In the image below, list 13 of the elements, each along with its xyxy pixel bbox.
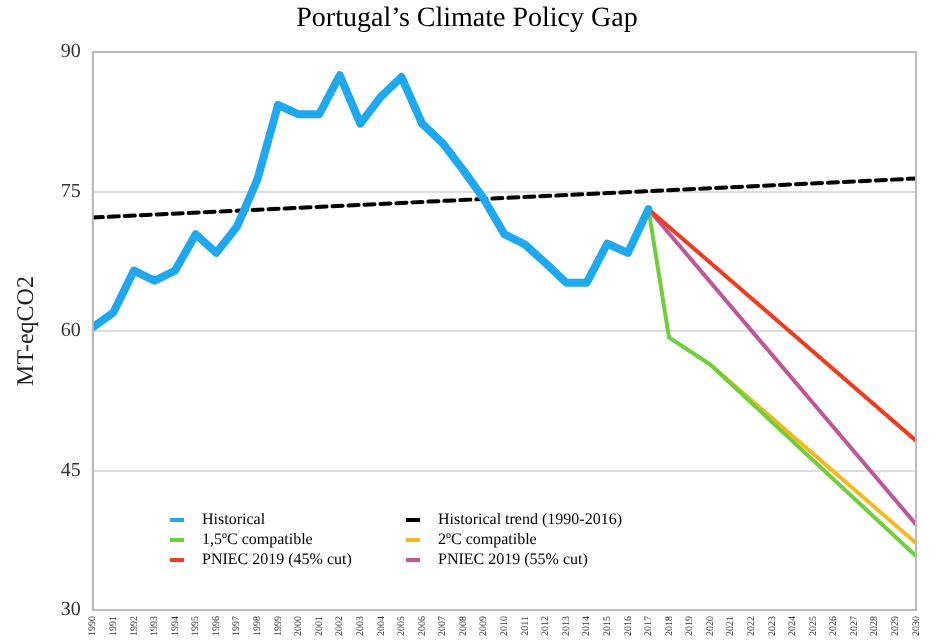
legend-label: 1,5ºC compatible — [202, 530, 313, 548]
y-tick-label: 75 — [60, 180, 81, 203]
legend-label: PNIEC 2019 (45% cut) — [202, 550, 352, 568]
y-tick-label: 45 — [60, 459, 81, 482]
legend-label: 2ºC compatible — [438, 530, 537, 548]
y-tick-label: 90 — [60, 41, 81, 64]
legend-label: PNIEC 2019 (55% cut) — [438, 550, 588, 568]
y-axis-title: MT-eqCO2 — [10, 276, 39, 386]
legend-label: Historical trend (1990-2016) — [438, 510, 622, 528]
y-tick-label: 60 — [60, 320, 81, 343]
y-tick-label: 30 — [60, 599, 81, 622]
legend-label: Historical — [202, 510, 266, 528]
chart-title: Portugal’s Climate Policy Gap — [294, 4, 640, 36]
